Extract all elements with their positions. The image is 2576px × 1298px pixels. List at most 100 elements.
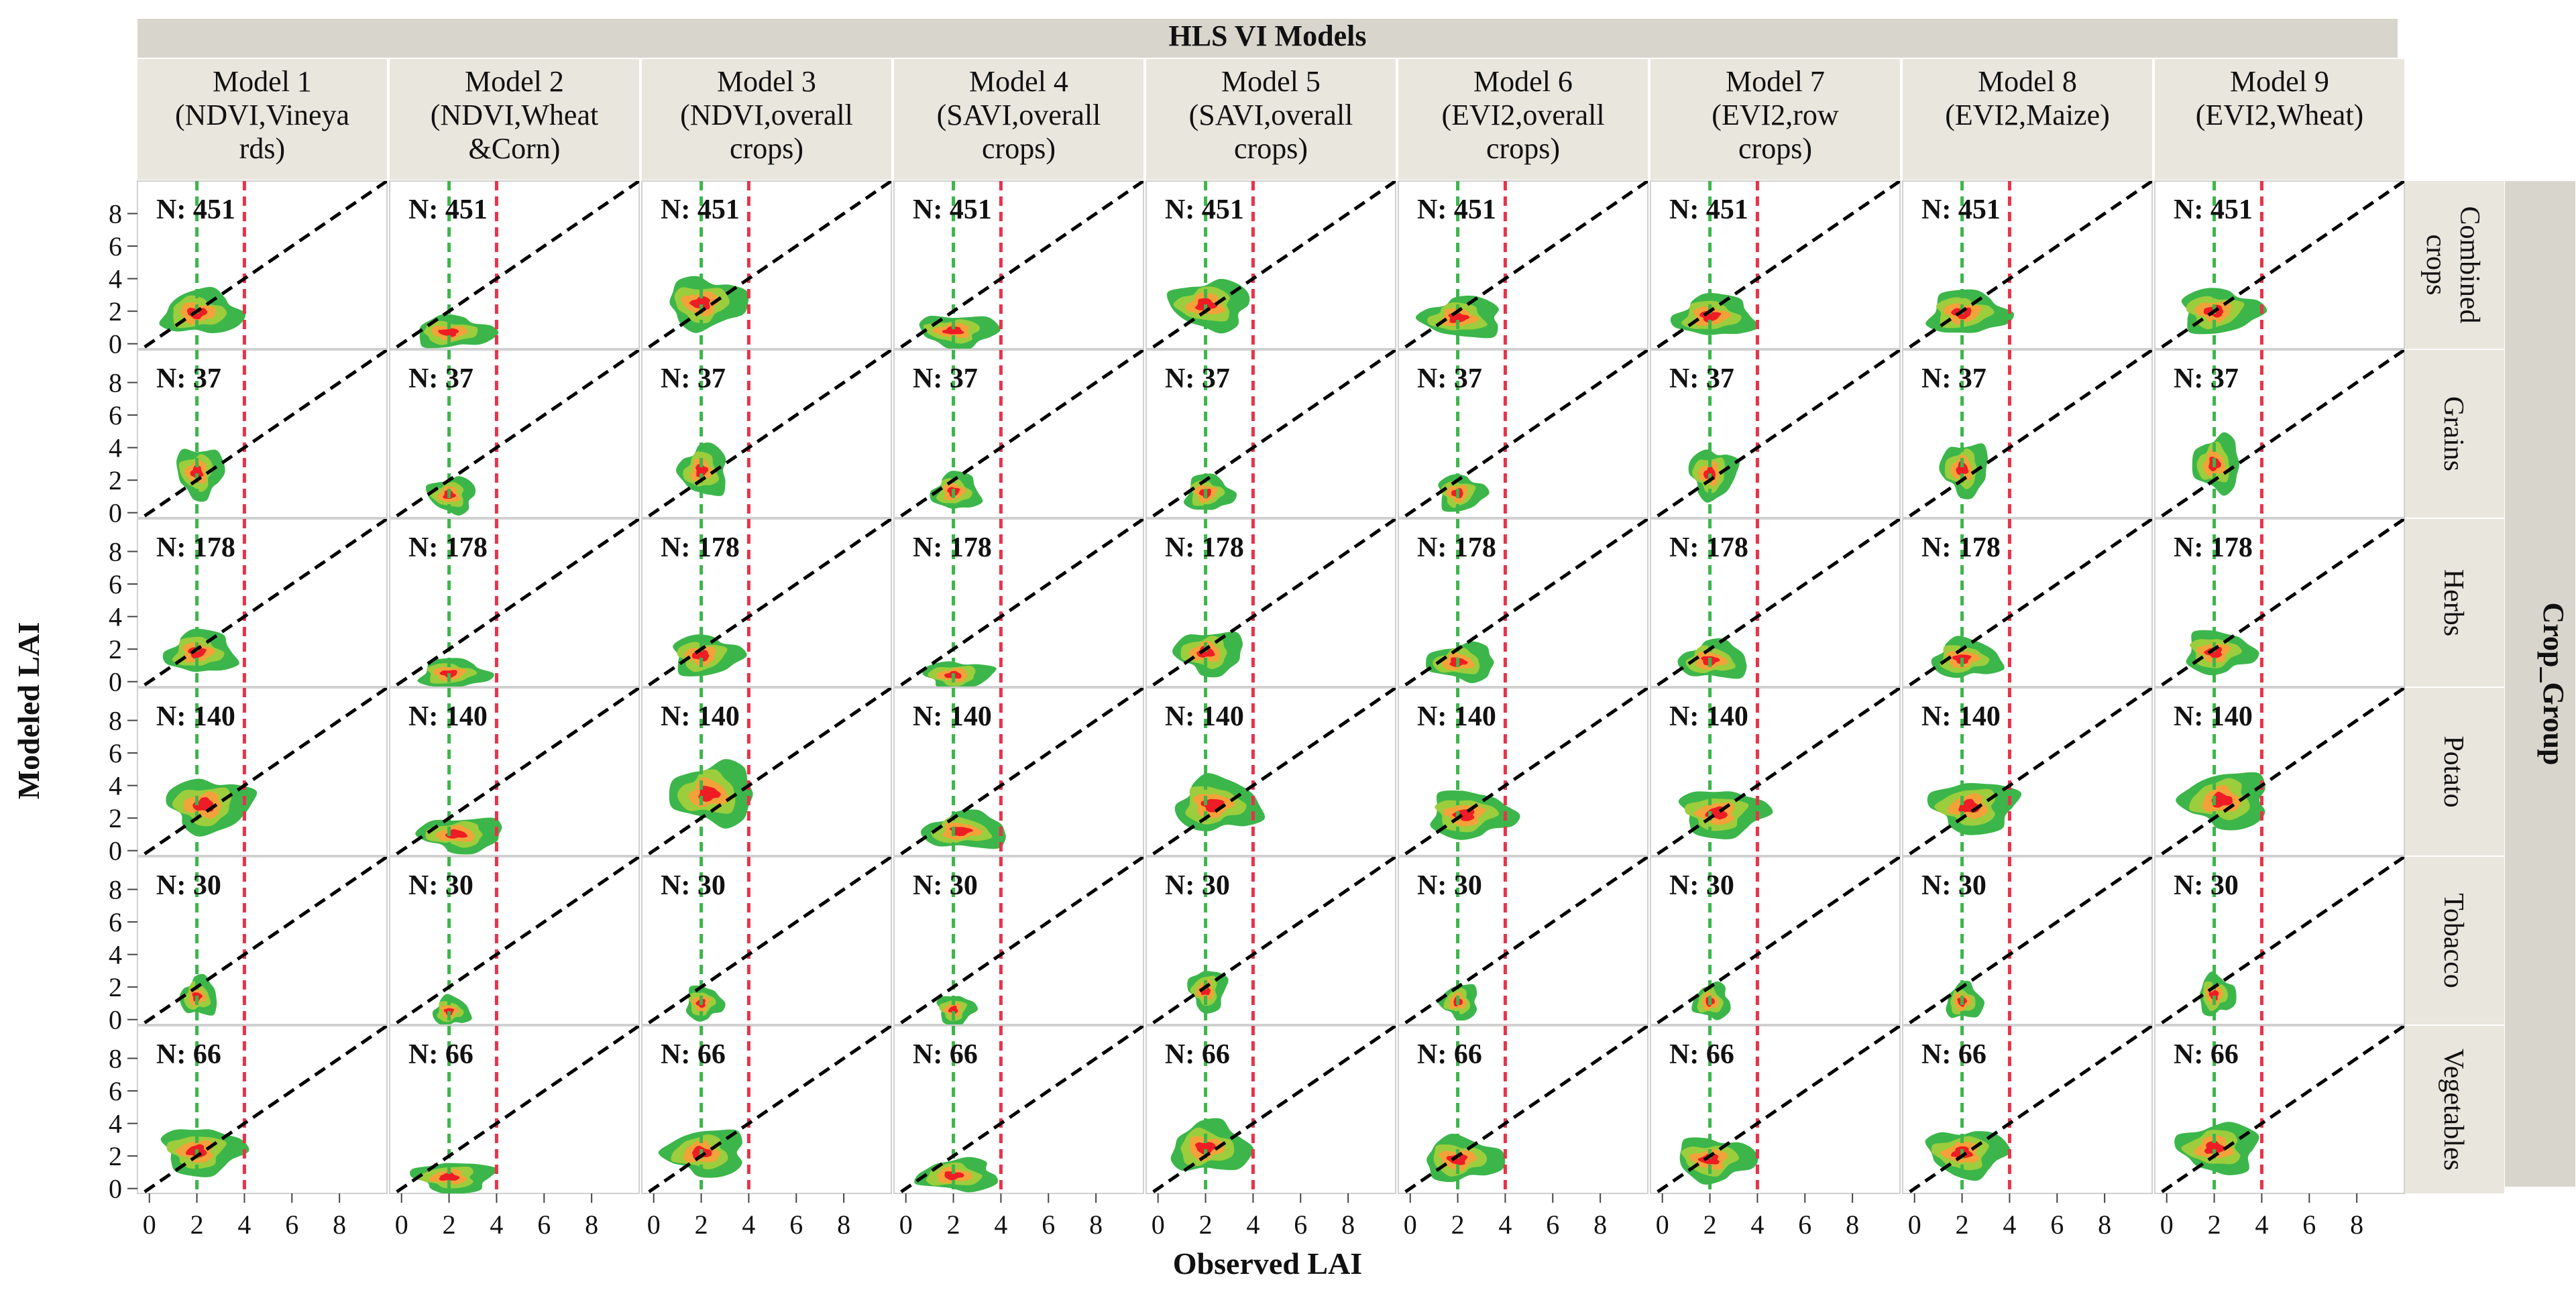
x-tick-label: 4 bbox=[994, 1210, 1007, 1240]
x-tick-label: 2 bbox=[1956, 1210, 1969, 1240]
panel-plot-area bbox=[1152, 519, 1396, 687]
column-header-label: Model 3 bbox=[717, 65, 816, 98]
row-header-label: Vegetables bbox=[2438, 1049, 2469, 1171]
sample-count-label: N: 451 bbox=[1921, 194, 2001, 225]
panel: N: 140 bbox=[1902, 687, 2153, 856]
sample-count-label: N: 178 bbox=[913, 532, 992, 563]
y-tick-label: 0 bbox=[109, 1005, 122, 1035]
identity-line bbox=[144, 857, 387, 1024]
panel-plot-area bbox=[1404, 1026, 1648, 1193]
x-tick-label: 8 bbox=[2098, 1210, 2111, 1240]
panel-plot-area bbox=[1152, 688, 1396, 856]
column-header-label: Model 8 bbox=[1978, 65, 2077, 98]
density-contour bbox=[1196, 646, 1215, 658]
sample-count-label: N: 66 bbox=[1417, 1039, 1482, 1070]
column-header-label: (SAVI,overall bbox=[937, 99, 1101, 131]
identity-line bbox=[1909, 688, 2152, 856]
column-header-strip bbox=[1146, 59, 1396, 180]
identity-line bbox=[396, 1026, 639, 1193]
panel-plot-area bbox=[1909, 350, 2152, 518]
panel: N: 140 bbox=[2154, 687, 2405, 856]
identity-line bbox=[1657, 688, 1900, 856]
density-contour bbox=[944, 1171, 964, 1181]
identity-line bbox=[900, 857, 1143, 1024]
column-header-label: Model 5 bbox=[1221, 65, 1321, 98]
panel: N: 66 bbox=[1650, 1025, 1901, 1194]
y-tick-label: 4 bbox=[109, 1109, 122, 1139]
panel: N: 37 bbox=[641, 349, 892, 518]
sample-count-label: N: 66 bbox=[661, 1039, 726, 1070]
panel-grid: N: 451 N: 451 N: 451 N: 451 N: 451 N: 451 N: 4… bbox=[137, 180, 2405, 1194]
column-header-label: crops) bbox=[730, 132, 803, 165]
column-header-strip bbox=[137, 59, 387, 180]
row-header-label-group: Potato bbox=[2438, 735, 2469, 807]
sample-count-label: N: 178 bbox=[1921, 532, 2001, 563]
sample-count-label: N: 30 bbox=[1669, 870, 1734, 901]
x-tick-label: 6 bbox=[1546, 1210, 1559, 1240]
column-header-label: Model 7 bbox=[1726, 65, 1825, 98]
x-tick-label: 2 bbox=[2208, 1210, 2221, 1240]
panel-plot-area bbox=[648, 181, 891, 349]
panel: N: 140 bbox=[1398, 687, 1648, 856]
panel-plot-area bbox=[144, 688, 387, 856]
row-group-label: Crop_Group bbox=[2537, 603, 2570, 766]
column-header-label: (EVI2,Maize) bbox=[1945, 99, 2110, 131]
y-tick-label: 6 bbox=[109, 738, 122, 768]
y-tick-label: 4 bbox=[109, 940, 122, 970]
identity-line bbox=[1152, 519, 1396, 687]
row-header-label: crops bbox=[2420, 235, 2451, 296]
panel-plot-area bbox=[1152, 181, 1396, 349]
identity-line bbox=[144, 181, 387, 349]
panel: N: 66 bbox=[893, 1025, 1144, 1194]
identity-line bbox=[1404, 1026, 1648, 1193]
identity-line bbox=[144, 350, 387, 518]
identity-line bbox=[2161, 181, 2404, 349]
panel-plot-area bbox=[1404, 181, 1648, 349]
panel: N: 37 bbox=[389, 349, 640, 518]
panel-plot-area bbox=[900, 688, 1143, 856]
sample-count-label: N: 178 bbox=[408, 532, 488, 563]
panel: N: 451 bbox=[1398, 180, 1648, 349]
panel: N: 140 bbox=[137, 687, 388, 856]
panel: N: 451 bbox=[1902, 180, 2153, 349]
density-contour bbox=[2208, 990, 2219, 1001]
x-tick-label: 8 bbox=[1341, 1210, 1355, 1240]
panel-plot-area bbox=[1404, 350, 1648, 518]
x-tick-label: 4 bbox=[1246, 1210, 1259, 1240]
panel: N: 140 bbox=[1145, 687, 1396, 856]
panel-plot-area bbox=[1152, 1026, 1396, 1193]
column-header-label: crops) bbox=[1738, 132, 1812, 165]
panel: N: 451 bbox=[641, 180, 892, 349]
sample-count-label: N: 140 bbox=[1417, 701, 1496, 732]
panel-plot-area bbox=[144, 1026, 387, 1193]
panel-plot-area bbox=[1657, 350, 1900, 518]
panel-plot-area bbox=[396, 519, 639, 687]
identity-line bbox=[144, 688, 387, 856]
y-tick-label: 8 bbox=[109, 368, 122, 398]
density-contour bbox=[1703, 466, 1716, 480]
x-tick-label: 0 bbox=[647, 1210, 661, 1240]
panel-plot-area bbox=[396, 1026, 639, 1193]
panel: N: 140 bbox=[389, 687, 640, 856]
sample-count-label: N: 178 bbox=[661, 532, 740, 563]
column-header-label: Model 9 bbox=[2230, 65, 2329, 98]
sample-count-label: N: 37 bbox=[2174, 363, 2239, 394]
x-tick-label: 2 bbox=[190, 1210, 204, 1240]
panel: N: 66 bbox=[1145, 1025, 1396, 1194]
sample-count-label: N: 30 bbox=[661, 870, 726, 901]
sample-count-label: N: 140 bbox=[913, 701, 992, 732]
row-header-strip bbox=[2404, 519, 2504, 687]
x-tick-label: 0 bbox=[1908, 1210, 1921, 1240]
column-header-strip bbox=[390, 59, 639, 180]
column-header-label: Model 4 bbox=[969, 65, 1068, 98]
x-tick-label: 8 bbox=[585, 1210, 598, 1240]
x-tick-label: 6 bbox=[789, 1210, 803, 1240]
panel: N: 37 bbox=[1902, 349, 2153, 518]
row-header-strip bbox=[2404, 181, 2504, 349]
identity-line bbox=[396, 350, 639, 518]
y-tick-label: 6 bbox=[109, 231, 122, 261]
x-tick-label: 8 bbox=[837, 1210, 850, 1240]
y-tick-label: 2 bbox=[109, 803, 122, 833]
